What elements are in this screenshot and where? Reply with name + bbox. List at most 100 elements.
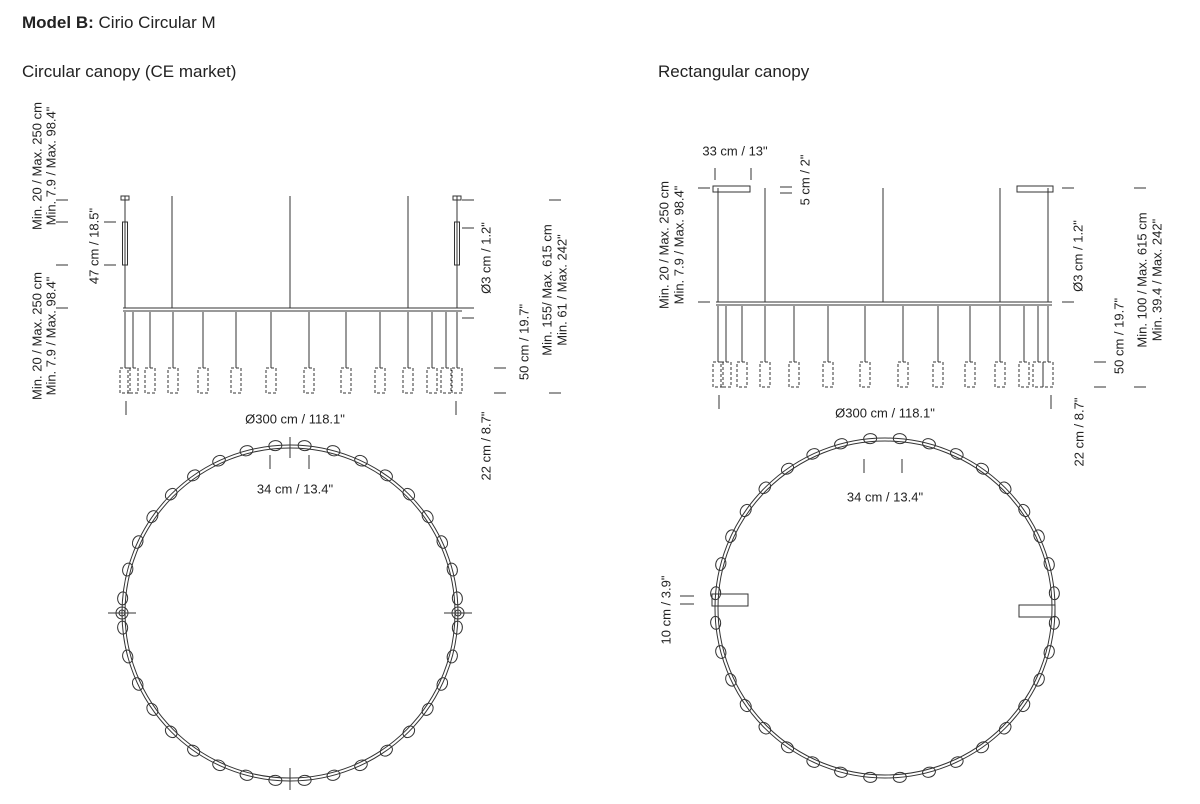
shade	[822, 361, 834, 388]
pendant-dot	[239, 445, 254, 457]
pendant-dot	[725, 529, 737, 543]
dimension-label: Min. 20 / Max. 250 cm	[29, 102, 44, 230]
pendant-dot	[402, 487, 416, 501]
pendant-dot	[1033, 673, 1045, 687]
dimension-label: 22 cm / 8.7"	[478, 411, 493, 480]
pendant-dot	[998, 481, 1012, 495]
dimension-label: Min. 20 / Max. 250 cm	[29, 272, 44, 400]
dimension-label: 5 cm / 2"	[797, 154, 812, 205]
pendant-dot	[834, 766, 848, 778]
pendant-dot	[212, 759, 226, 772]
pendant-dot	[436, 677, 449, 691]
geometry	[56, 168, 1146, 790]
pendant-dot	[354, 454, 368, 467]
pendant-dot	[892, 771, 907, 783]
shade	[197, 367, 209, 394]
pendant-dot	[975, 462, 990, 475]
dimension-label: 34 cm / 13.4"	[257, 481, 334, 496]
shade	[720, 361, 732, 388]
dimension-label: 22 cm / 8.7"	[1071, 397, 1086, 466]
pendant-dot	[863, 771, 878, 783]
shade	[859, 361, 871, 388]
pendant-dot	[715, 557, 727, 571]
pendant-dot	[436, 535, 449, 549]
shade	[451, 367, 463, 394]
pendant-dot	[451, 620, 463, 635]
pendant-dot	[446, 562, 458, 577]
pendant-dot	[379, 744, 393, 757]
dimension-label: 10 cm / 3.9"	[658, 575, 673, 644]
shade	[440, 367, 452, 394]
dimension-label: 50 cm / 19.7"	[1111, 298, 1126, 375]
pendant-dot	[297, 774, 312, 786]
pendant-dot	[146, 702, 159, 716]
canopy	[712, 185, 751, 193]
pendant-dot	[117, 591, 129, 606]
pendant-dot	[998, 721, 1012, 735]
pendant-dot	[758, 481, 772, 495]
shade	[144, 367, 156, 394]
pendant-dot	[834, 438, 848, 450]
pendant-dot	[187, 469, 201, 482]
dimension-label: 47 cm / 18.5"	[86, 208, 101, 285]
pendant-dot	[326, 445, 341, 457]
pendant-dot	[1043, 557, 1055, 571]
pendant-dot	[863, 433, 878, 445]
pendant-dot	[710, 615, 722, 630]
dimension-label: Min. 7.9 / Max. 98.4"	[43, 276, 58, 395]
pendant-dot	[212, 454, 226, 467]
pendant-dot	[806, 448, 820, 460]
shade	[994, 361, 1006, 388]
pendant-dot	[950, 756, 964, 768]
shade	[1032, 361, 1044, 388]
pendant-dot	[975, 741, 990, 754]
pendant-dot	[131, 535, 144, 549]
shade	[932, 361, 944, 388]
shade	[788, 361, 800, 388]
pendant-dot	[758, 721, 772, 735]
shade	[402, 367, 414, 394]
pendant-dot	[446, 649, 458, 664]
pendant-dot	[164, 725, 178, 739]
pendant-dot	[131, 677, 144, 691]
pendant-dot	[421, 510, 434, 524]
dimension-label: 34 cm / 13.4"	[847, 489, 924, 504]
dimension-label: Min. 100 / Max. 615 cm	[1134, 212, 1149, 347]
canopy-tube	[454, 221, 460, 266]
pendant-dot	[402, 725, 416, 739]
pendant-dot	[239, 769, 254, 781]
canopy	[120, 195, 130, 201]
shade	[426, 367, 438, 394]
dimension-label: Ø300 cm / 118.1"	[245, 411, 345, 426]
model-label: Model B:	[22, 13, 94, 32]
shade	[964, 361, 976, 388]
pendant-dot	[950, 448, 964, 460]
pendant-dot	[892, 433, 907, 445]
model-title: Model B: Cirio Circular M	[22, 13, 216, 32]
pendant-dot	[739, 503, 752, 518]
model-name: Cirio Circular M	[99, 13, 216, 32]
pendant-dot	[187, 744, 201, 757]
section-heading: Rectangular canopy	[658, 62, 810, 81]
pendant-dot	[421, 702, 434, 716]
pendant-dot	[1018, 698, 1031, 713]
canopy-tube	[122, 221, 128, 266]
shade	[374, 367, 386, 394]
canopy-plan	[711, 593, 749, 607]
shade	[736, 361, 748, 388]
pendant-dot	[451, 591, 463, 606]
pendant-dot	[164, 487, 178, 501]
pendant-dot	[122, 649, 134, 664]
pendant-dot	[1043, 645, 1055, 659]
pendant-dot	[1018, 503, 1031, 518]
pendant-dot	[326, 769, 341, 781]
pendant-dot	[780, 462, 795, 475]
dimension-label: Min. 39.4 / Max. 242"	[1149, 218, 1164, 341]
dimension-label: 33 cm / 13"	[702, 143, 768, 158]
shade	[303, 367, 315, 394]
shade	[1042, 361, 1054, 388]
shade	[712, 361, 724, 388]
pendant-dot	[117, 620, 129, 635]
dimension-label: Min. 7.9 / Max. 98.4"	[43, 106, 58, 225]
